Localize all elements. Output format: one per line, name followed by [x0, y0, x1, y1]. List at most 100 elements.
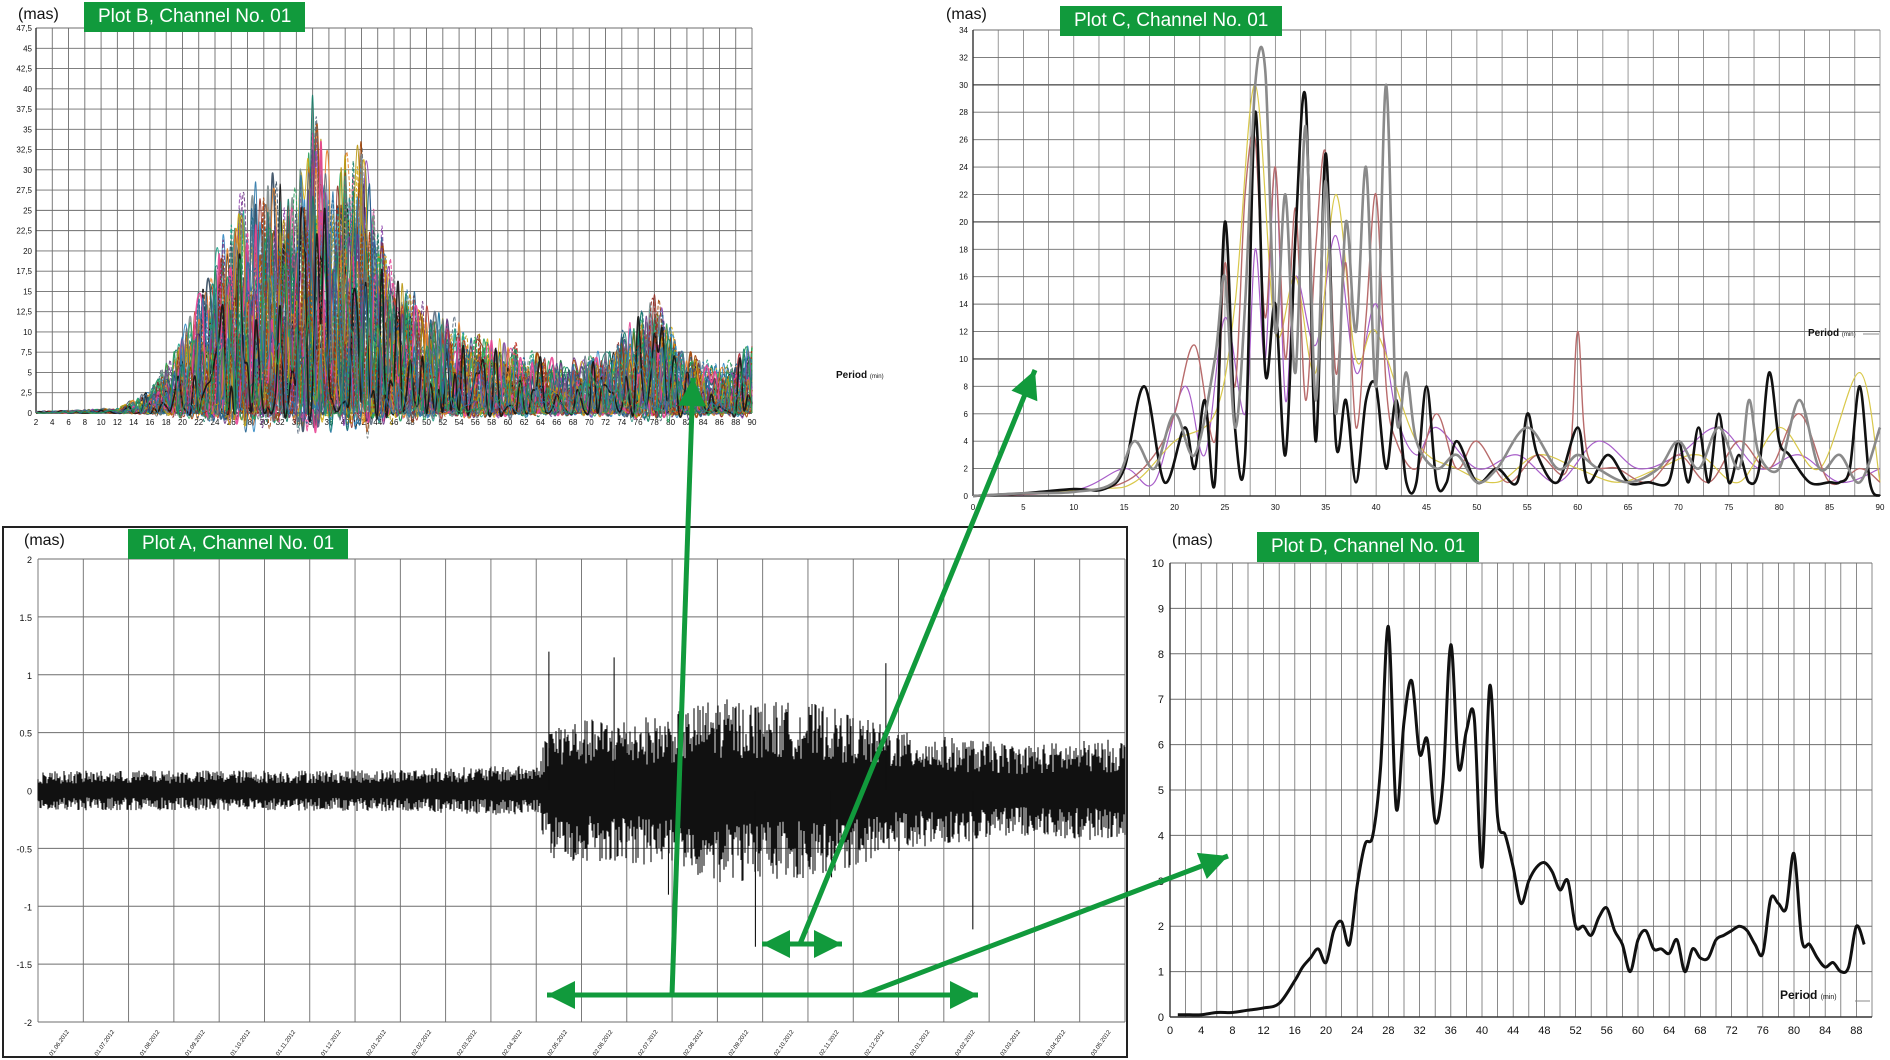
plot-b-series-line — [35, 227, 753, 422]
plot-a-title: Plot A, Channel No. 01 — [128, 529, 349, 559]
plot-c-ytick: 32 — [959, 53, 968, 62]
plot-b-ytick: 22,5 — [16, 227, 32, 236]
plot-c-ytick: 10 — [959, 355, 968, 364]
plot-b-panel: 47,5 45 42,5 40 37,5 35 32,5 30 27,5 25 22,5 20 17,5… — [0, 0, 920, 520]
plot-b-ytick: 37,5 — [16, 105, 32, 114]
plot-d-ytick: 6 — [1158, 740, 1164, 752]
plot-b-xtick: 24 — [211, 418, 220, 427]
plot-b-series-line — [35, 179, 753, 439]
plot-d-ytick: 9 — [1158, 603, 1164, 615]
plot-d-xtick: 16 — [1289, 1025, 1301, 1037]
plot-c-legend: Period (min) — [1808, 328, 1856, 339]
plot-b-xtick: 62 — [520, 418, 529, 427]
plot-b-xtick: 40 — [341, 418, 350, 427]
plot-a-xtick: 01.11.2012 — [275, 1029, 297, 1057]
plot-c-xtick: 85 — [1825, 503, 1834, 512]
plot-d-ytick: 7 — [1158, 694, 1164, 706]
plot-c-ytick: 30 — [959, 81, 968, 90]
plot-c-ylabel: (mas) — [946, 6, 987, 23]
plot-a-xtick: 03.05.2012 — [1090, 1029, 1113, 1058]
plot-a-ytick: -1 — [24, 902, 32, 912]
plot-c-ytick: 34 — [959, 26, 968, 35]
plot-c-xtick: 35 — [1321, 503, 1330, 512]
plot-a-xtick: 02.03.2012 — [456, 1029, 479, 1058]
plot-a-xtick: 01.12.2012 — [321, 1029, 344, 1058]
plot-b-ytick: 2,5 — [21, 389, 33, 398]
plot-c-xtick: 10 — [1069, 503, 1078, 512]
plot-d-xtick: 68 — [1694, 1025, 1706, 1037]
plot-c-legend-unit: (min) — [1841, 332, 1856, 338]
plot-a-ytick: 2 — [27, 555, 32, 565]
plot-c-xtick: 65 — [1624, 503, 1633, 512]
plot-c-xtick: 5 — [1021, 503, 1026, 512]
plot-b-xtick: 12 — [113, 418, 122, 427]
plot-b-xtick: 42 — [357, 418, 366, 427]
plot-d-xtick: 40 — [1476, 1025, 1488, 1037]
plot-d-ytick: 3 — [1158, 876, 1164, 888]
plot-b-xtick: 10 — [97, 418, 106, 427]
plot-b-ytick: 40 — [23, 85, 32, 94]
plot-b-xtick: 8 — [83, 418, 88, 427]
plot-a-xtick: 03.02.2012 — [955, 1029, 978, 1058]
plot-a-xtick: 03.03.2012 — [1000, 1029, 1023, 1058]
plot-d-panel: 10 9 8 7 6 5 4 3 2 1 0 0 4 8 12 16 20 24 28 32 36 40 44 48 52 56 6… — [1135, 526, 1890, 1060]
plot-c-xtick: 25 — [1220, 503, 1229, 512]
plot-c-ytick: 2 — [964, 465, 969, 474]
plot-a-ytick: -2 — [24, 1018, 32, 1028]
plot-d-xtick: 52 — [1569, 1025, 1581, 1037]
plot-d-title: Plot D, Channel No. 01 — [1257, 532, 1480, 562]
plot-b-xtick: 54 — [455, 418, 464, 427]
plot-b-series-line — [35, 175, 753, 419]
plot-a-chart: 2 1.5 1 0.5 0 -0.5 -1 -1.5 -2 01.06.2012 01.07.201… — [16, 555, 1126, 1058]
plot-c-xtick: 45 — [1422, 503, 1431, 512]
plot-b-xtick: 18 — [162, 418, 171, 427]
plot-d-ytick: 1 — [1158, 967, 1164, 979]
plot-c-ytick: 4 — [964, 437, 969, 446]
plot-d-ytick: 5 — [1158, 785, 1164, 797]
plot-a-xtick: 02.09.2012 — [728, 1029, 751, 1058]
plot-b-xtick: 4 — [50, 418, 55, 427]
plot-c-xtick: 60 — [1573, 503, 1582, 512]
plot-b-ytick: 47,5 — [16, 24, 32, 33]
plot-b-xtick: 50 — [422, 418, 431, 427]
plot-c-ytick: 6 — [964, 410, 969, 419]
plot-b-legend: Period (min) — [836, 370, 884, 381]
plot-a-xtick: 02.10.2012 — [773, 1029, 796, 1058]
plot-d-xtick: 72 — [1725, 1025, 1737, 1037]
plot-d-ylabel: (mas) — [1172, 532, 1213, 549]
plot-a-ytick: 1.5 — [19, 613, 32, 623]
plot-b-xtick: 68 — [569, 418, 578, 427]
plot-d-xtick: 48 — [1538, 1025, 1550, 1037]
plot-c-ytick: 0 — [964, 492, 969, 501]
plot-a-xtick: 02.06.2012 — [592, 1029, 615, 1058]
plot-c-xtick: 30 — [1271, 503, 1280, 512]
plot-d-ytick: 10 — [1152, 558, 1164, 570]
plot-c-ytick: 16 — [959, 273, 968, 282]
plot-d-xtick: 0 — [1167, 1025, 1173, 1037]
plot-d-xtick: 32 — [1413, 1025, 1425, 1037]
plot-a-xtick: 02.02.2012 — [411, 1029, 434, 1058]
plot-d-xtick: 60 — [1632, 1025, 1644, 1037]
plot-b-xtick: 22 — [194, 418, 203, 427]
plot-d-ytick: 2 — [1158, 921, 1164, 933]
plot-b-title: Plot B, Channel No. 01 — [84, 2, 306, 32]
plot-b-xtick: 58 — [487, 418, 496, 427]
plot-b-ytick: 45 — [23, 44, 32, 53]
plot-b-xtick: 78 — [650, 418, 659, 427]
plot-c-legend-label: Period — [1808, 328, 1840, 339]
plot-b-series-line — [35, 185, 753, 429]
plot-b-xtick: 72 — [601, 418, 610, 427]
plot-a-xtick: 02.05.2012 — [547, 1029, 570, 1058]
plot-b-ytick: 5 — [28, 368, 33, 377]
plot-d-xtick: 4 — [1198, 1025, 1204, 1037]
plot-b-xtick: 28 — [243, 418, 252, 427]
plot-c-ytick: 14 — [959, 300, 968, 309]
plot-d-xtick: 24 — [1351, 1025, 1363, 1037]
plot-b-xtick: 44 — [373, 418, 382, 427]
plot-a-xtick: 03.04.2012 — [1045, 1029, 1068, 1058]
plot-c-ytick: 18 — [959, 245, 968, 254]
plot-d-xtick: 76 — [1757, 1025, 1769, 1037]
plot-c-ytick: 24 — [959, 163, 968, 172]
plot-b-xtick: 32 — [276, 418, 285, 427]
